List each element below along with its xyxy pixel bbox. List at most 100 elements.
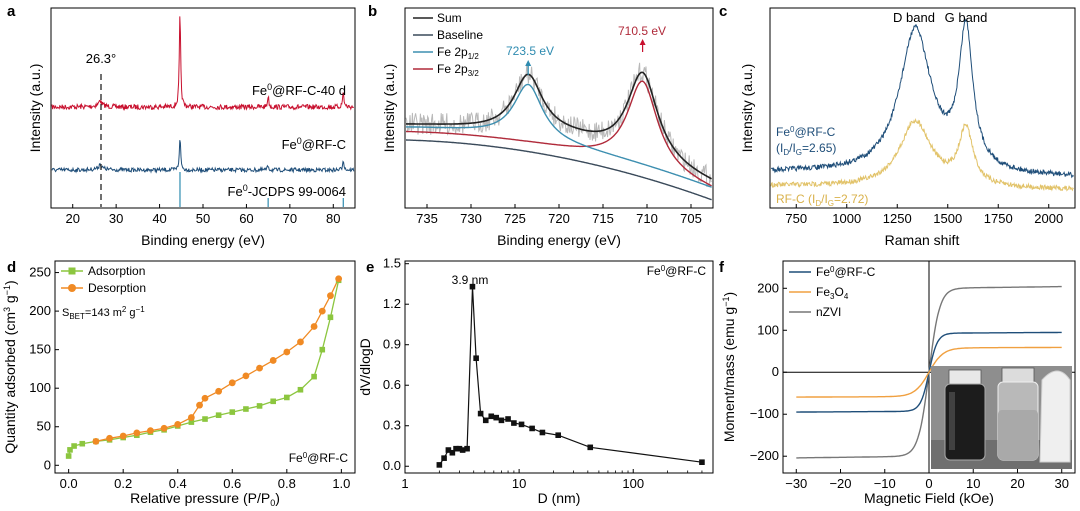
vial-1-cap (948, 369, 982, 385)
adsorption-point (215, 412, 222, 418)
panel-e-frame (404, 260, 714, 474)
legend-adsorption-label: Adsorption (88, 264, 145, 278)
panel-c-frame (769, 7, 1076, 209)
adsorption-point (79, 440, 86, 447)
panel-f-x-tick-label: 30 (1054, 476, 1068, 491)
adsorption-point (202, 416, 208, 422)
xrd-series-fe-rfc (51, 140, 355, 174)
panel-b-xlabel: Binding energy (eV) (497, 232, 621, 248)
panel-e-y-tick-label: 0.0 (383, 458, 401, 473)
psd-point (477, 410, 484, 417)
panel-a-x-tick-label: 50 (196, 211, 210, 226)
panel-a-x-tick-label: 40 (152, 211, 166, 226)
vial-2-liquid (998, 410, 1038, 460)
panel-d-plot (65, 275, 343, 459)
panel-c-x-tick-label: 2000 (1034, 211, 1063, 226)
panel-f: f Fe0@RF-C Fe3O4 nZVI −30 −20 −10 0 10 20 30−2… (719, 259, 1076, 506)
psd-point (518, 421, 525, 428)
panel-c-x-ticks: 750 1000 1250 1500 1750 2000 (785, 204, 1063, 226)
vial-2-cap (1001, 367, 1035, 383)
desorption-point (242, 372, 250, 380)
psd-point (464, 445, 470, 452)
panel-e-y-tick-label: 0.9 (383, 337, 401, 352)
desorption-point (310, 323, 318, 330)
panel-f-x-tick-label: 20 (1010, 476, 1024, 491)
desorption-point (92, 437, 100, 445)
adsorption-point (297, 386, 304, 393)
desorption-point (201, 394, 209, 402)
panel-c-x-tick-label: 1000 (832, 211, 861, 226)
panel-d-x-tick-label: 0.2 (114, 476, 132, 491)
panel-d-y-tick-label: 0 (44, 457, 51, 472)
panel-b-ylabel: Intensity (a.u.) (381, 64, 397, 153)
panel-a-letter: a (7, 3, 16, 20)
panel-c-ylabel: Intensity (a.u.) (739, 64, 755, 153)
panel-e: e 3.9 nm Fe0@RF-C 1 10 1000.00.30.60.91.21… (357, 256, 714, 506)
panel-b-legend: Sum Baseline Fe 2p1/2 Fe 2p3/2 (413, 11, 483, 78)
desorption-point (196, 401, 203, 409)
adsorption-point (284, 394, 290, 401)
adsorption-point (65, 453, 72, 459)
legend-desorption-marker (68, 284, 76, 292)
panel-d-y-tick-label: 50 (37, 419, 51, 434)
adsorption-point (256, 403, 263, 409)
panel-c-letter: c (719, 3, 727, 20)
panel-d-ticks: 0.0 0.2 0.4 0.6 0.8 1.0 0 50 100 150 200 250 (29, 265, 350, 491)
panel-c-x-tick-label: 1750 (984, 211, 1013, 226)
panel-b-x-tick-label: 735 (416, 211, 438, 226)
psd-point (539, 429, 546, 436)
panel-b-x-tick-label: 725 (504, 211, 526, 226)
adsorption-point (188, 419, 195, 425)
panel-f-y-tick-label: 0 (772, 364, 779, 379)
psd-point (482, 417, 489, 424)
desorption-point (187, 414, 195, 421)
raman-label-rf: RF-C (ID/IG=2.72) (776, 192, 868, 208)
desorption-point (174, 421, 182, 428)
desorption-point (318, 307, 326, 315)
cotton-sample (1039, 370, 1071, 463)
panel-d-x-tick-label: 0.0 (60, 476, 78, 491)
peak-label-fe32: 710.5 eV (618, 24, 666, 38)
panel-a-plot (51, 16, 355, 207)
peak-arrowhead-fe12 (525, 60, 532, 66)
panel-e-y-tick-label: 1.2 (383, 296, 401, 311)
desorption-point (119, 432, 127, 440)
panel-b-x-tick-label: 705 (680, 211, 702, 226)
panel-e-x-tick-label: 10 (512, 476, 526, 491)
psd-point (436, 462, 443, 468)
adsorption-point (71, 443, 77, 449)
panel-d: d Adsorption Desorption SBET=143 m2 g−1 … (2, 259, 356, 508)
inset-photo (931, 366, 1072, 469)
panel-a-x-tick-label: 70 (283, 211, 297, 226)
panel-e-y-tick-label: 1.5 (383, 256, 401, 271)
legend-baseline-label: Baseline (437, 28, 483, 42)
panel-c-x-tick-label: 1500 (933, 211, 962, 226)
panel-d-ylabel: Quantity adsorbed (cm3 g−1) (2, 280, 18, 453)
panel-a-annotation: 26.3° (86, 51, 117, 66)
panel-f-legend: Fe0@RF-C Fe3O4 nZVI (789, 265, 876, 319)
legend-fe12-label: Fe 2p1/2 (437, 45, 479, 61)
panel-a-label-mid: Fe0@RF-C (282, 136, 346, 152)
legend-desorption-label: Desorption (88, 281, 146, 295)
panel-d-y-tick-label: 150 (29, 342, 51, 357)
panel-a-xlabel: Binding energy (eV) (141, 232, 265, 248)
vial-1-glint (949, 392, 955, 450)
panel-a-ylabel: Intensity (a.u.) (27, 64, 43, 153)
panel-f-x-tick-label: 0 (925, 476, 932, 491)
desorption-point (283, 348, 291, 356)
psd-point (473, 355, 479, 362)
legend-fe-rfc-label: Fe0@RF-C (816, 265, 876, 279)
desorption-point (335, 275, 343, 283)
panel-d-legend: Adsorption Desorption (61, 264, 146, 295)
adsorption-point (327, 314, 334, 321)
panel-d-frame (54, 260, 356, 474)
panel-e-letter: e (366, 259, 374, 276)
desorption-point (147, 427, 154, 434)
desorption-point (215, 387, 223, 395)
panel-d-x-tick-label: 0.4 (169, 476, 187, 491)
panel-c-plot (770, 18, 1074, 192)
desorption-point (228, 379, 236, 387)
panel-f-y-tick-label: 100 (757, 322, 779, 337)
